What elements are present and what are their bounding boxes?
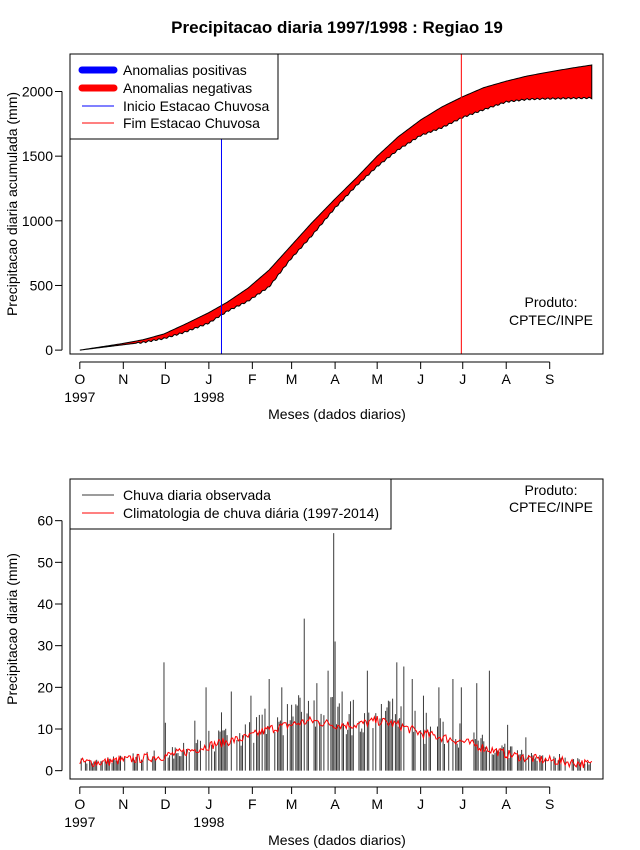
x-tick-label: J: [417, 371, 424, 387]
x-tick-label: F: [248, 371, 257, 387]
daily-product-name: CPTEC/INPE: [509, 499, 593, 515]
y-tick-label: 0: [45, 763, 53, 779]
y-tick-label: 1500: [22, 148, 53, 164]
cumulative-axes: O N D J F M A M J J A S 1997 1998 0 500 1000 1500 2000: [22, 84, 555, 406]
x-tick-label: F: [248, 796, 257, 812]
legend-climatology-label: Climatologia de chuva diária (1997-2014): [123, 505, 379, 521]
daily-axes: O N D J F M A M J J A S 1997 1998 0 10 20 30 40 50 60: [37, 513, 554, 830]
y-tick-label: 40: [37, 596, 53, 612]
legend-positive-label: Anomalias positivas: [123, 62, 247, 78]
y-tick-label: 1000: [22, 213, 53, 229]
cumulative-chart: O N D J F M A M J J A S 1997 1998 0 500 1000 1500 2000 Ano…: [4, 53, 604, 422]
x-tick-label: S: [545, 796, 554, 812]
daily-product-label: Produto:: [525, 482, 578, 498]
x-year-label: 1997: [64, 814, 95, 830]
daily-legend-box: [69, 478, 392, 530]
x-tick-label: D: [160, 371, 170, 387]
x-tick-label: J: [459, 796, 466, 812]
x-year-label: 1998: [193, 389, 224, 405]
x-year-label: 1997: [64, 389, 95, 405]
daily-chart: O N D J F M A M J J A S 1997 1998 0 10 20 30 40 50 60 Chuva …: [4, 478, 604, 848]
x-year-label: 1998: [193, 814, 224, 830]
x-tick-label: M: [286, 371, 298, 387]
x-tick-label: M: [286, 796, 298, 812]
x-tick-label: A: [330, 371, 340, 387]
legend-inicio-label: Inicio Estacao Chuvosa: [123, 98, 270, 114]
x-tick-label: J: [417, 796, 424, 812]
daily-series: [79, 533, 593, 771]
y-tick-label: 20: [37, 679, 53, 695]
y-tick-label: 30: [37, 638, 53, 654]
negative-anomaly-area: [79, 64, 593, 351]
x-tick-label: S: [545, 371, 554, 387]
legend-fim-label: Fim Estacao Chuvosa: [123, 115, 260, 131]
x-tick-label: A: [502, 371, 512, 387]
daily-legend: Chuva diaria observada Climatologia de c…: [69, 478, 392, 530]
cumulative-legend: Anomalias positivas Anomalias negativas …: [69, 53, 279, 140]
cumulative-product-label: Produto:: [525, 294, 578, 310]
cumulative-ylabel: Precipitacao diaria acumulada (mm): [4, 92, 20, 316]
legend-negative-label: Anomalias negativas: [123, 80, 252, 96]
y-tick-label: 500: [30, 277, 54, 293]
x-tick-label: D: [160, 796, 170, 812]
daily-ylabel: Precipitacao diaria (mm): [4, 553, 20, 705]
y-tick-label: 60: [37, 513, 53, 529]
x-tick-label: N: [118, 371, 128, 387]
x-tick-label: J: [205, 371, 212, 387]
cumulative-plot-frame: [69, 53, 604, 355]
cumulative-product-name: CPTEC/INPE: [509, 312, 593, 328]
x-tick-label: A: [330, 796, 340, 812]
chart-title: Precipitacao diaria 1997/1998 : Regiao 1…: [171, 18, 503, 37]
y-tick-label: 2000: [22, 84, 53, 100]
x-tick-label: O: [74, 371, 85, 387]
x-tick-label: A: [502, 796, 512, 812]
y-tick-label: 50: [37, 554, 53, 570]
legend-observed-label: Chuva diaria observada: [123, 487, 271, 503]
climatology-line: [79, 715, 593, 769]
x-tick-label: J: [459, 371, 466, 387]
y-tick-label: 10: [37, 721, 53, 737]
x-tick-label: M: [371, 796, 383, 812]
cumulative-xlabel: Meses (dados diarios): [268, 406, 406, 422]
x-tick-label: M: [371, 371, 383, 387]
x-tick-label: J: [205, 796, 212, 812]
x-tick-label: N: [118, 796, 128, 812]
daily-xlabel: Meses (dados diarios): [268, 832, 406, 848]
x-tick-label: O: [74, 796, 85, 812]
y-tick-label: 0: [45, 342, 53, 358]
